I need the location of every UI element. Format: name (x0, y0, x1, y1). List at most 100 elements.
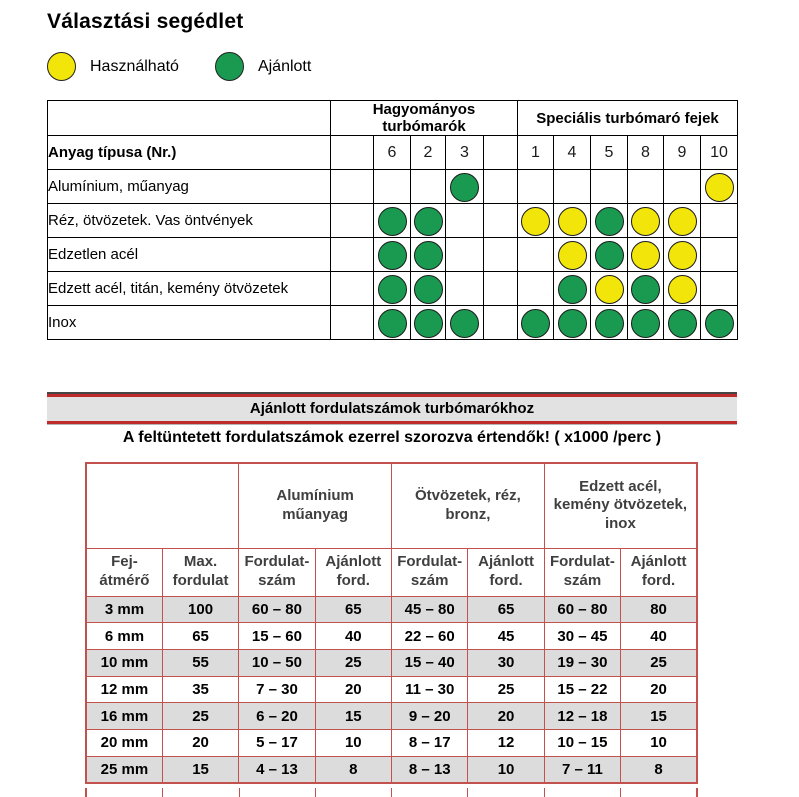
matrix-cell (663, 305, 701, 340)
usable-dot-icon (631, 207, 660, 236)
matrix-col-3: 3 (445, 135, 484, 170)
speed-row: 20 mm 20 5 – 17 10 8 – 17 12 10 – 15 10 (85, 728, 698, 757)
legend-item-usable: Használható (47, 52, 179, 81)
recommended-dot-icon (377, 241, 407, 270)
speed-cell: 8 – 13 (390, 755, 469, 784)
usable-dot-icon (667, 207, 697, 236)
matrix-col-4: 4 (553, 135, 591, 170)
speed-note: A feltüntetett fordulatszámok ezerrel sz… (122, 429, 662, 446)
recommended-dot-icon (214, 52, 244, 81)
clipped-next-row (85, 788, 698, 797)
speed-row: 6 mm 65 15 – 60 40 22 – 60 45 30 – 45 40 (85, 622, 698, 650)
usable-dot-icon (47, 52, 76, 81)
selection-matrix-table: Hagyományos turbómarók Speciális turbóma… (47, 100, 738, 340)
page-title: Választási segédlet (47, 10, 244, 33)
matrix-row-label: Edzett acél, titán, kemény ötvözetek (47, 271, 331, 306)
matrix-cell (330, 203, 374, 238)
speed-cell: 20 mm (85, 728, 163, 757)
matrix-cell (445, 237, 484, 272)
speed-row: 3 mm 100 60 – 80 65 45 – 80 65 60 – 80 80 (85, 595, 698, 624)
recommended-dot-icon (377, 275, 407, 304)
speed-column-header: Fordulat- szám (390, 547, 469, 597)
recommended-dot-icon (594, 309, 624, 338)
speed-cell: 10 – 15 (543, 728, 622, 757)
recommended-dot-icon (594, 207, 624, 236)
matrix-col-10: 10 (700, 135, 738, 170)
speed-cell: 12 (467, 728, 545, 757)
usable-dot-icon (704, 173, 734, 202)
speed-group-aluminium: Alumínium műanyag (238, 462, 392, 549)
recommended-dot-icon (413, 207, 443, 236)
speed-cell: 12 – 18 (543, 702, 622, 730)
speed-cell: 15 – 40 (390, 648, 469, 677)
matrix-cell (627, 169, 664, 204)
matrix-cell (410, 271, 446, 306)
speed-cell: 15 – 22 (543, 675, 622, 704)
speed-cell: 20 (161, 728, 240, 757)
speed-cell: 65 (467, 595, 545, 624)
speed-row: 25 mm 15 4 – 13 8 8 – 13 10 7 – 11 8 (85, 755, 698, 784)
matrix-cell (663, 169, 701, 204)
recommended-dot-icon (594, 241, 624, 270)
matrix-cell (663, 203, 701, 238)
speed-cell: 55 (161, 648, 240, 677)
matrix-cell (445, 305, 484, 340)
matrix-cell (663, 237, 701, 272)
recommended-dot-icon (631, 309, 660, 338)
speed-row: 12 mm 35 7 – 30 20 11 – 30 25 15 – 22 20 (85, 675, 698, 704)
matrix-cell (590, 169, 628, 204)
speed-cell: 22 – 60 (390, 622, 469, 650)
matrix-cell (700, 237, 738, 272)
matrix-cell (373, 203, 411, 238)
speed-banner-text: Ajánlott fordulatszámok turbómarókhoz (47, 394, 737, 424)
matrix-col-1: 1 (517, 135, 554, 170)
matrix-cell (410, 237, 446, 272)
matrix-row-label: Edzetlen acél (47, 237, 331, 272)
speed-cell: 40 (620, 622, 698, 650)
speed-cell: 10 (314, 728, 393, 757)
matrix-row: Alumínium, műanyag (47, 169, 738, 204)
matrix-cell (373, 237, 411, 272)
matrix-row: Edzetlen acél (47, 237, 738, 272)
speed-cell: 15 (161, 755, 240, 784)
matrix-cell (590, 271, 628, 306)
matrix-cell (483, 169, 518, 204)
speed-cell: 25 (620, 648, 698, 677)
speed-cell: 45 – 80 (390, 595, 469, 624)
matrix-cell (627, 237, 664, 272)
matrix-group-standard: Hagyományos turbómarók (330, 100, 518, 136)
speed-cell: 20 (314, 675, 393, 704)
speed-cell: 10 (620, 728, 698, 757)
speed-cell: 6 – 20 (238, 702, 316, 730)
matrix-cell (700, 203, 738, 238)
speed-cell: 30 (467, 648, 545, 677)
matrix-col-6: 6 (373, 135, 411, 170)
speed-corner-cell (85, 462, 240, 549)
matrix-cell (700, 305, 738, 340)
matrix-cell (410, 203, 446, 238)
matrix-cell (663, 271, 701, 306)
matrix-cell (627, 305, 664, 340)
matrix-cell (517, 203, 554, 238)
matrix-cell (553, 237, 591, 272)
matrix-cell (445, 169, 484, 204)
matrix-cell (483, 203, 518, 238)
recommended-dot-icon (521, 309, 550, 338)
matrix-cell (553, 203, 591, 238)
matrix-col-5: 5 (590, 135, 628, 170)
matrix-spacer-col (483, 135, 518, 170)
matrix-cell (553, 305, 591, 340)
speed-cell: 19 – 30 (543, 648, 622, 677)
usable-dot-icon (631, 241, 660, 270)
speed-cell: 60 – 80 (543, 595, 622, 624)
usable-dot-icon (557, 207, 587, 236)
matrix-cell (410, 305, 446, 340)
speed-cell: 15 (314, 702, 393, 730)
speed-cell: 7 – 30 (238, 675, 316, 704)
speed-cell: 3 mm (85, 595, 163, 624)
matrix-row-header: Anyag típusa (Nr.) (47, 135, 331, 170)
matrix-cell (627, 271, 664, 306)
matrix-row: Réz, ötvözetek. Vas öntvények (47, 203, 738, 238)
speed-cell: 35 (161, 675, 240, 704)
recommended-dot-icon (450, 309, 479, 338)
